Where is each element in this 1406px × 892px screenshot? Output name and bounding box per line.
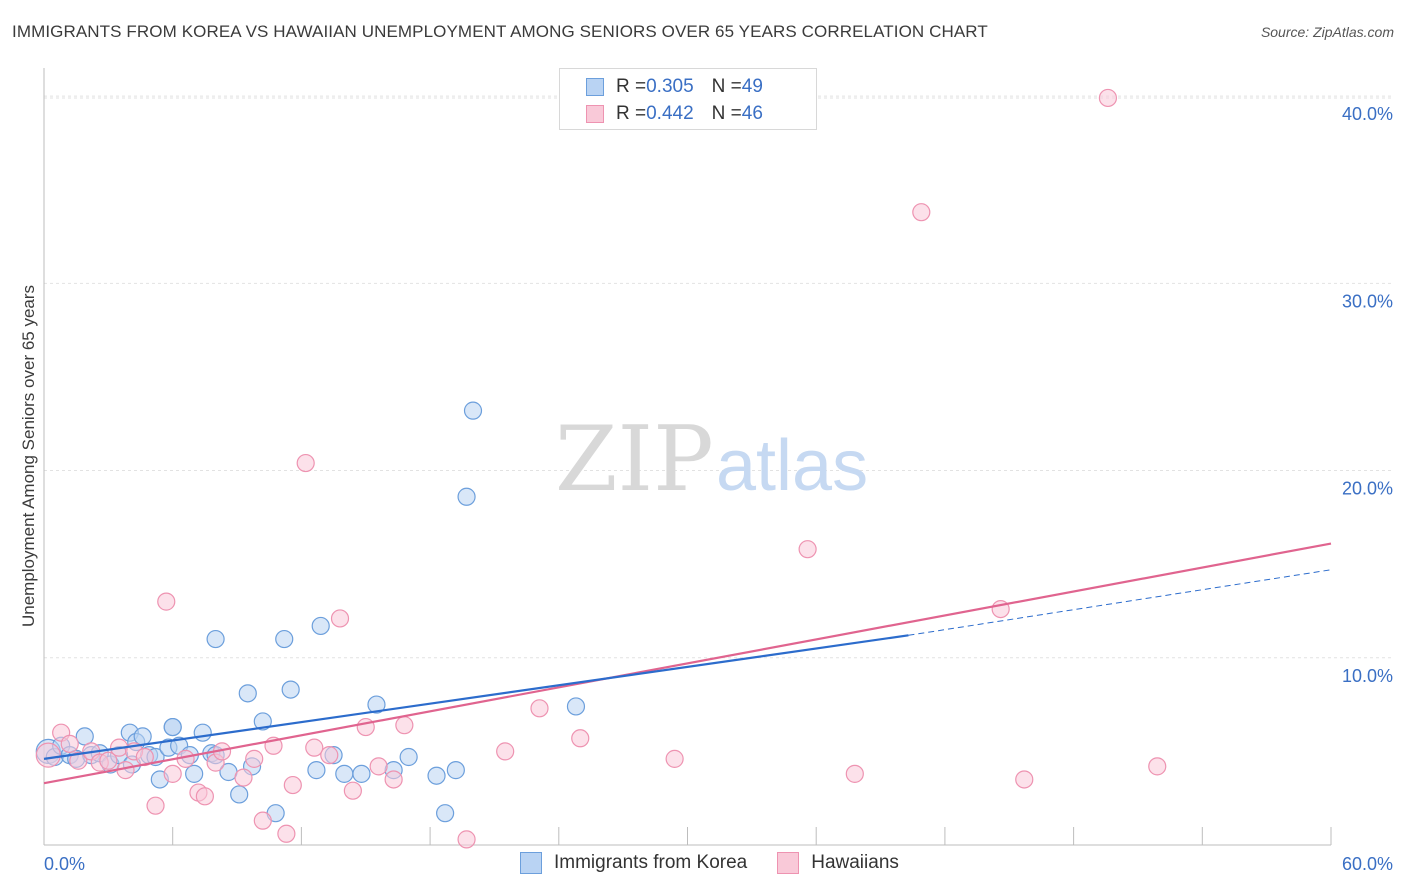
legend-label-korea: Immigrants from Korea <box>554 852 748 873</box>
hawaii-point <box>195 787 214 806</box>
series-legend: Immigrants from Korea Hawaiians <box>520 852 929 874</box>
hawaii-point <box>277 824 296 843</box>
r-label: R = <box>616 103 647 124</box>
hawaii-point <box>1015 770 1034 789</box>
hawaii-point <box>845 764 864 783</box>
y-tick-label: 30.0% <box>1342 291 1393 311</box>
x-tick-label: 60.0% <box>1342 854 1393 874</box>
hawaii-point <box>343 781 362 800</box>
hawaii-trend-line <box>43 542 1332 785</box>
hawaii-point <box>296 453 315 473</box>
korea-point <box>367 695 386 714</box>
korea-point <box>335 764 354 783</box>
korea-point <box>446 761 465 780</box>
hawaii-point <box>234 768 253 787</box>
korea-trend-line <box>43 634 909 760</box>
hawaii-point <box>163 764 182 783</box>
korea-point <box>238 684 257 703</box>
korea-trend-extension <box>908 569 1332 636</box>
korea-point <box>163 717 182 737</box>
korea-point <box>185 764 204 783</box>
korea-point <box>311 616 330 636</box>
tick-labels: 10.0% 20.0% 30.0% 40.0% 0.0% 60.0% <box>44 104 1393 874</box>
legend-label-hawaii: Hawaiians <box>811 852 899 873</box>
hawaii-point <box>798 540 817 559</box>
hawaii-point <box>530 699 549 718</box>
n-label: N = <box>711 103 742 124</box>
korea-swatch <box>586 78 604 96</box>
hawaii-point <box>1098 88 1118 108</box>
axes <box>43 68 1332 846</box>
y-tick-label: 40.0% <box>1342 104 1393 124</box>
hawaii-point <box>305 738 324 757</box>
hawaii-swatch <box>777 852 800 874</box>
n-label: N = <box>711 76 742 97</box>
hawaii-point <box>99 751 118 770</box>
n-value: 49 <box>741 76 763 97</box>
korea-point <box>75 727 94 746</box>
legend-item-korea: Immigrants from Korea <box>520 852 747 874</box>
watermark: ZIP atlas <box>555 407 868 512</box>
korea-point <box>427 766 446 785</box>
r-value: 0.305 <box>646 76 694 97</box>
korea-point <box>206 629 225 649</box>
legend-row-korea: R = 0.305 N = 49 <box>586 74 763 100</box>
korea-point <box>399 747 418 767</box>
hawaii-point <box>384 770 403 789</box>
korea-point <box>463 401 483 420</box>
korea-swatch <box>520 852 542 874</box>
korea-point <box>133 727 152 746</box>
hawaii-point <box>60 734 79 753</box>
korea-point <box>230 785 249 804</box>
r-value: 0.442 <box>646 103 694 124</box>
hawaii-point <box>395 716 414 735</box>
y-tick-label: 10.0% <box>1342 666 1393 686</box>
hawaii-point <box>253 811 272 830</box>
r-label: R = <box>616 76 647 97</box>
hawaii-point <box>457 830 476 849</box>
legend-row-hawaii: R = 0.442 N = 46 <box>586 101 763 127</box>
hawaii-point <box>320 746 339 765</box>
hawaii-point <box>283 775 302 795</box>
source-label: Source: ZipAtlas.com <box>1260 24 1394 40</box>
korea-point <box>281 680 300 699</box>
y-axis-label: Unemployment Among Seniors over 65 years <box>19 285 38 627</box>
hawaii-point <box>35 742 61 768</box>
n-value: 46 <box>741 103 763 124</box>
hawaii-point <box>912 203 931 222</box>
hawaii-point <box>1148 757 1167 776</box>
grid <box>44 95 1394 659</box>
korea-point <box>566 697 586 716</box>
korea-point <box>307 761 326 780</box>
korea-point <box>193 723 212 742</box>
hawaii-point <box>146 796 165 815</box>
correlation-legend: R = 0.305 N = 49 R = 0.442 N = 46 <box>559 68 817 130</box>
korea-point <box>436 804 455 823</box>
hawaii-swatch <box>586 105 604 123</box>
hawaii-point <box>665 749 684 768</box>
hawaii-point <box>69 751 88 770</box>
series-hawaii-points <box>35 88 1167 849</box>
korea-point <box>352 764 371 783</box>
legend-item-hawaii: Hawaiians <box>777 852 899 874</box>
hawaii-point <box>245 749 264 768</box>
hawaii-point <box>369 757 388 776</box>
hawaii-point <box>496 742 515 761</box>
watermark-atlas: atlas <box>716 426 868 506</box>
korea-point <box>253 712 272 731</box>
hawaii-point <box>571 729 590 748</box>
x-tick-label: 0.0% <box>44 854 85 874</box>
watermark-zip: ZIP <box>555 407 714 512</box>
y-tick-label: 20.0% <box>1342 479 1393 499</box>
trend-lines <box>43 542 1332 785</box>
hawaii-point <box>157 592 176 611</box>
korea-point <box>457 487 476 506</box>
hawaii-point <box>330 609 350 628</box>
chart-title: IMMIGRANTS FROM KOREA VS HAWAIIAN UNEMPL… <box>12 22 988 41</box>
korea-point <box>275 629 294 649</box>
